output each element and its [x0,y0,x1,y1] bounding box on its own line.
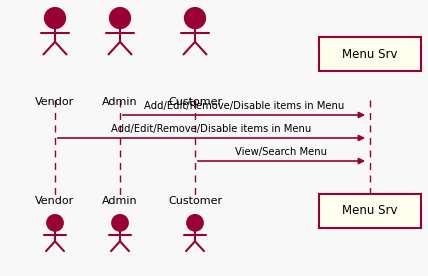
Circle shape [47,215,63,231]
Text: Customer: Customer [168,196,222,206]
Text: Menu Srv: Menu Srv [342,205,398,217]
Text: Admin: Admin [102,97,138,107]
Text: Menu Srv: Menu Srv [342,47,398,60]
Circle shape [112,215,128,231]
Circle shape [187,215,203,231]
FancyBboxPatch shape [319,194,421,228]
Text: Add/Edit/Remove/Disable items in Menu: Add/Edit/Remove/Disable items in Menu [111,124,312,134]
FancyBboxPatch shape [319,37,421,71]
Circle shape [110,8,130,28]
Text: Add/Edit/Remove/Disable items in Menu: Add/Edit/Remove/Disable items in Menu [144,101,344,111]
Text: Admin: Admin [102,196,138,206]
Text: Vendor: Vendor [36,196,74,206]
Text: Customer: Customer [168,97,222,107]
Text: View/Search Menu: View/Search Menu [235,147,327,157]
Circle shape [45,8,65,28]
Text: Vendor: Vendor [36,97,74,107]
Circle shape [185,8,205,28]
